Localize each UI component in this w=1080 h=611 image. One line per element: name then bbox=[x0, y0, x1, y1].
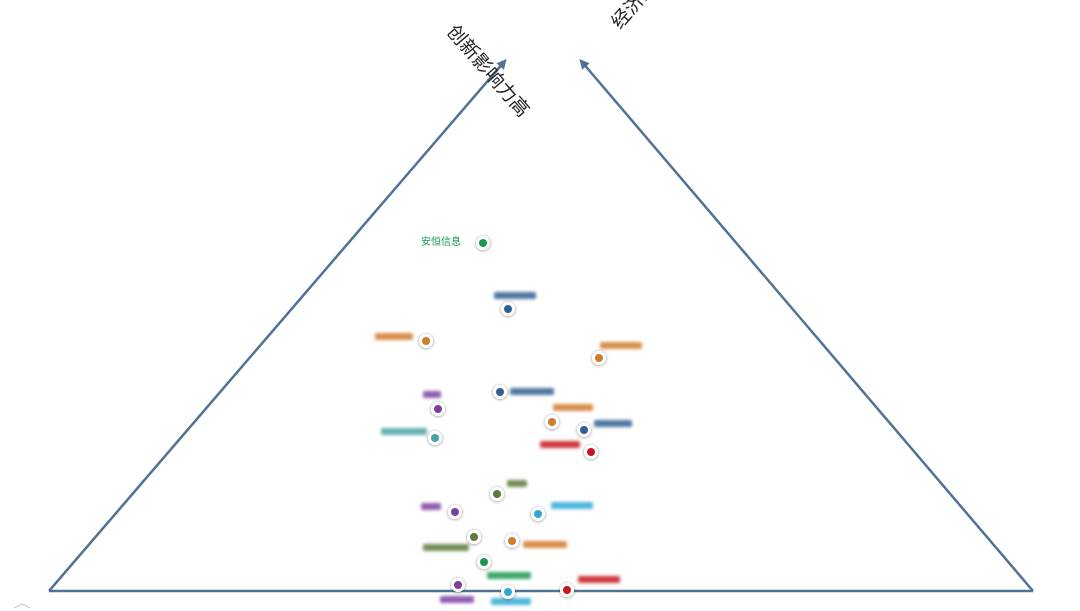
blurred-label bbox=[421, 503, 441, 510]
blurred-label bbox=[491, 598, 531, 605]
blurred-label bbox=[423, 544, 469, 551]
blurred-label bbox=[523, 541, 567, 548]
point-dot bbox=[508, 537, 516, 545]
point-blurred bbox=[592, 342, 642, 365]
left-axis-arrow bbox=[48, 58, 507, 592]
point-dot bbox=[504, 588, 512, 596]
point-dot bbox=[548, 418, 556, 426]
point-blurred bbox=[505, 534, 567, 548]
point-dot bbox=[422, 337, 430, 345]
blurred-label bbox=[600, 342, 642, 349]
point-dot bbox=[493, 490, 501, 498]
point-dot bbox=[480, 558, 488, 566]
point-blurred bbox=[494, 292, 536, 316]
point-dot bbox=[595, 354, 603, 362]
blurred-label bbox=[487, 572, 531, 579]
blurred-label bbox=[381, 428, 427, 435]
blurred-label bbox=[540, 441, 580, 448]
point-dot bbox=[479, 239, 487, 247]
point-dot bbox=[580, 426, 588, 434]
blurred-label bbox=[578, 576, 620, 583]
point-dot bbox=[454, 581, 462, 589]
blurred-label bbox=[375, 333, 413, 340]
point-dot bbox=[431, 434, 439, 442]
point-dot bbox=[534, 510, 542, 518]
point-blurred bbox=[540, 441, 598, 459]
point-dot bbox=[504, 305, 512, 313]
corner-mark bbox=[13, 603, 31, 609]
point-blurred bbox=[490, 480, 527, 501]
point-blurred bbox=[491, 585, 531, 605]
blurred-label bbox=[494, 292, 536, 299]
point-dot bbox=[587, 448, 595, 456]
point-blurred bbox=[577, 420, 632, 437]
point-dot bbox=[496, 388, 504, 396]
point-blurred bbox=[477, 555, 531, 579]
point-label-anheng: 安恒信息 bbox=[421, 235, 461, 248]
point-blurred bbox=[423, 530, 481, 551]
point-blurred bbox=[440, 578, 474, 603]
blurred-label bbox=[423, 391, 441, 398]
blurred-label bbox=[507, 480, 527, 487]
blurred-points bbox=[375, 292, 642, 605]
left-axis-label: 创新影响力高 bbox=[442, 21, 533, 121]
right-axis-label: 经济效益高 bbox=[607, 0, 686, 33]
point-blurred bbox=[375, 333, 433, 348]
blurred-label bbox=[440, 596, 474, 603]
blurred-label bbox=[510, 388, 554, 395]
point-blurred bbox=[560, 576, 620, 597]
point-blurred bbox=[421, 503, 462, 519]
blurred-label bbox=[594, 420, 632, 427]
blurred-label bbox=[551, 502, 593, 509]
point-blurred bbox=[381, 428, 442, 445]
right-axis-arrow bbox=[579, 58, 1034, 592]
point-blurred bbox=[423, 391, 445, 416]
blurred-label bbox=[553, 404, 593, 411]
point-dot bbox=[434, 405, 442, 413]
point-blurred bbox=[531, 502, 593, 521]
point-dot bbox=[563, 586, 571, 594]
point-blurred bbox=[493, 385, 554, 399]
point-blurred bbox=[545, 404, 593, 429]
point-anheng: 安恒信息 bbox=[421, 235, 490, 250]
point-dot bbox=[470, 533, 478, 541]
point-dot bbox=[451, 508, 459, 516]
